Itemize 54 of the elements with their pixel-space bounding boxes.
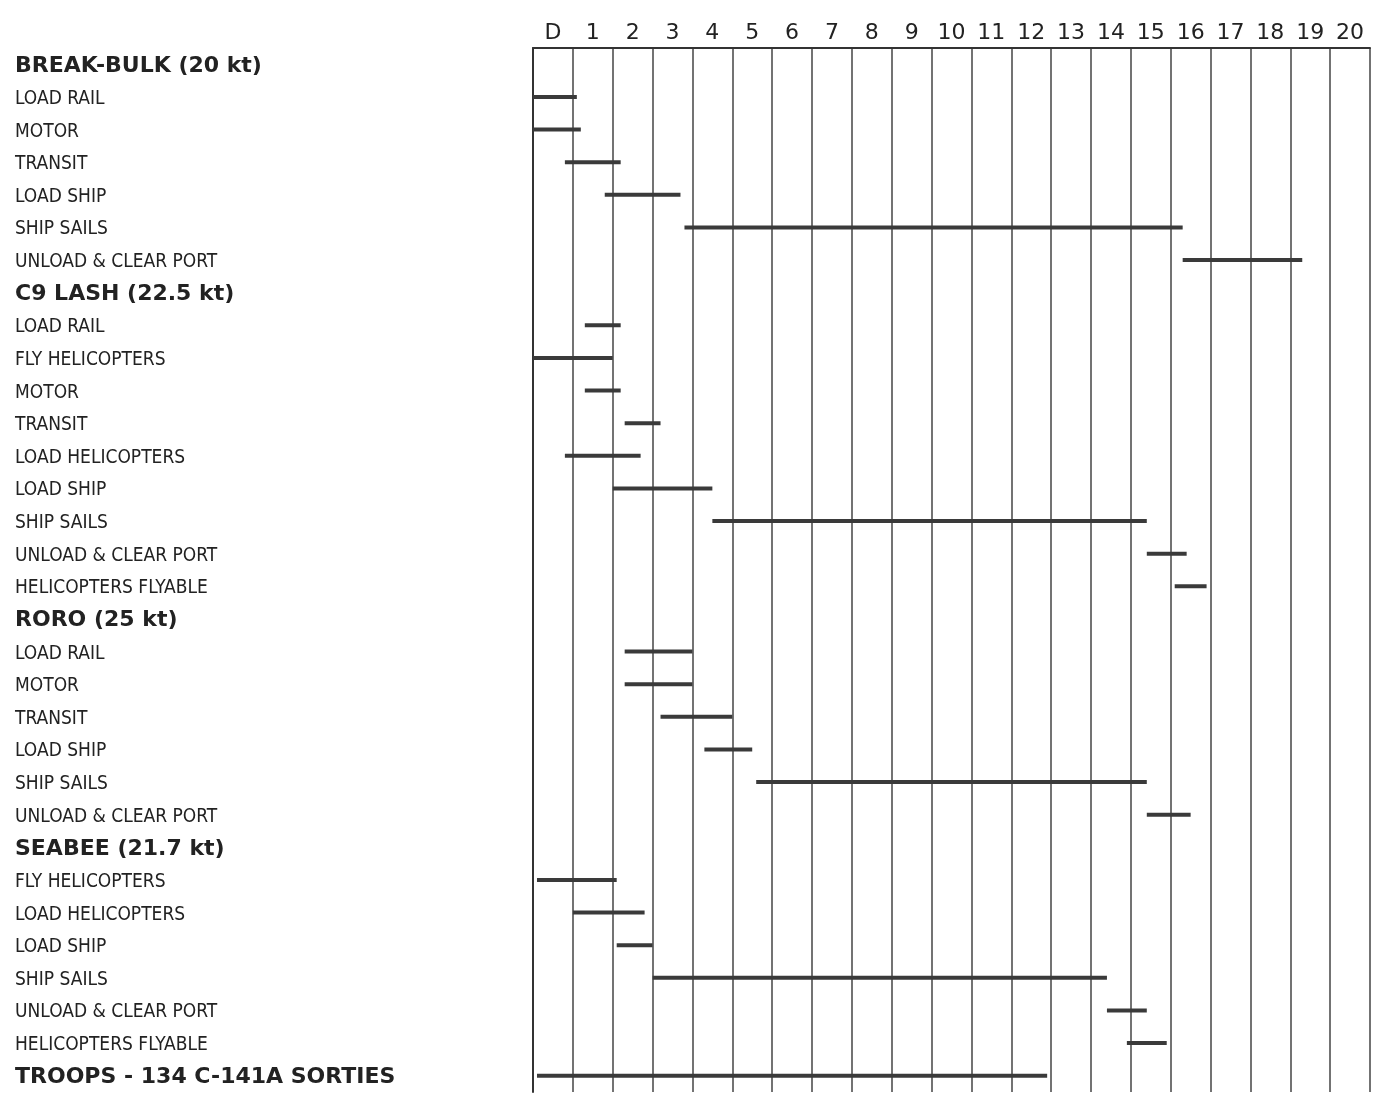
y-tick-label: HELICOPTERS FLYABLE	[15, 575, 208, 598]
x-tick-label: 10	[937, 18, 966, 44]
y-tick-label: UNLOAD & CLEAR PORT	[15, 803, 218, 826]
x-tick-label: 8	[864, 18, 879, 44]
y-tick-label: TROOPS - 134 C-141A SORTIES	[15, 1063, 396, 1089]
y-tick-label: MOTOR	[15, 379, 80, 402]
y-tick-label: SHIP SAILS	[15, 216, 108, 239]
x-tick-label: 11	[977, 18, 1006, 44]
y-tick-label: RORO (25 kt)	[15, 606, 178, 632]
y-tick-label: SHIP SAILS	[15, 510, 108, 533]
x-tick-label: 3	[665, 18, 680, 44]
y-tick-label: LOAD SHIP	[15, 738, 107, 761]
y-tick-label: LOAD RAIL	[15, 640, 106, 663]
y-tick-label: FLY HELICOPTERS	[15, 868, 166, 891]
x-tick-label: 9	[904, 18, 919, 44]
x-tick-label: 12	[1017, 18, 1046, 44]
y-tick-label: C9 LASH (22.5 kt)	[15, 280, 235, 306]
x-tick-label: 15	[1136, 18, 1165, 44]
y-tick-label: SEABEE (21.7 kt)	[15, 834, 225, 860]
x-tick-label: 20	[1336, 18, 1365, 44]
y-tick-label: SHIP SAILS	[15, 771, 108, 794]
y-tick-label: BREAK-BULK (20 kt)	[15, 51, 262, 77]
y-tick-label: HELICOPTERS FLYABLE	[15, 1032, 208, 1055]
y-tick-label: LOAD SHIP	[15, 934, 107, 957]
x-tick-label: 14	[1096, 18, 1125, 44]
x-tick-label: 6	[785, 18, 800, 44]
y-tick-label: SHIP SAILS	[15, 966, 108, 989]
x-tick-label: D	[544, 18, 562, 44]
y-tick-label: LOAD RAIL	[15, 85, 106, 108]
y-tick-label: TRANSIT	[14, 412, 88, 435]
y-tick-label: TRANSIT	[14, 151, 88, 174]
y-tick-label: LOAD HELICOPTERS	[15, 901, 186, 924]
x-tick-label: 18	[1256, 18, 1285, 44]
y-tick-label: UNLOAD & CLEAR PORT	[15, 542, 218, 565]
bar	[1174, 584, 1207, 589]
y-tick-label: LOAD HELICOPTERS	[15, 444, 186, 467]
x-tick-label: 1	[585, 18, 600, 44]
y-tick-label: FLY HELICOPTERS	[15, 346, 166, 369]
y-tick-label: LOAD SHIP	[15, 183, 107, 206]
y-tick-label: LOAD RAIL	[15, 314, 106, 337]
x-tick-label: 7	[824, 18, 839, 44]
x-tick-label: 17	[1216, 18, 1245, 44]
y-tick-label: MOTOR	[15, 118, 80, 141]
x-tick-label: 5	[745, 18, 760, 44]
x-tick-label: 4	[705, 18, 720, 44]
y-tick-label: MOTOR	[15, 673, 80, 696]
x-tick-label: 16	[1176, 18, 1205, 44]
y-tick-label: UNLOAD & CLEAR PORT	[15, 249, 218, 272]
y-tick-label: TRANSIT	[14, 705, 88, 728]
x-tick-label: 13	[1057, 18, 1086, 44]
x-tick-label: 2	[625, 18, 640, 44]
y-tick-label: UNLOAD & CLEAR PORT	[15, 999, 218, 1022]
x-tick-label: 19	[1296, 18, 1325, 44]
y-tick-label: LOAD SHIP	[15, 477, 107, 500]
